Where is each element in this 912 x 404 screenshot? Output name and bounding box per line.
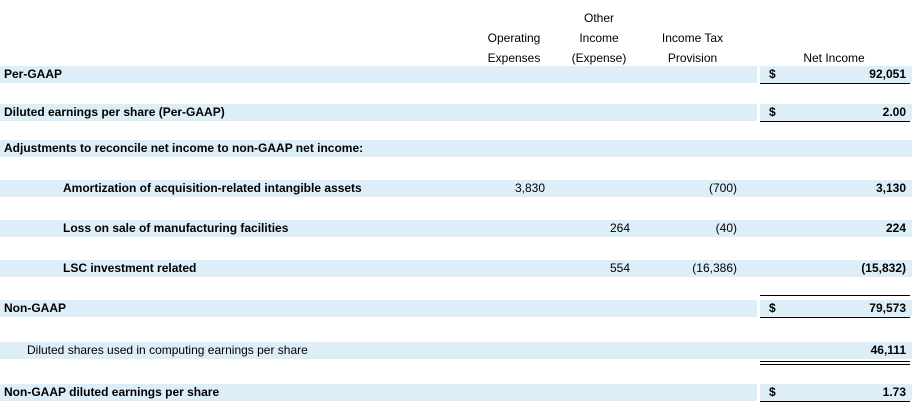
underline: [760, 401, 910, 402]
net-income-value: 92,051: [869, 67, 906, 81]
income-tax-value: (40): [715, 221, 737, 235]
row-diluted-shares: Diluted shares used in computing earning…: [0, 342, 912, 359]
underline: [760, 295, 910, 296]
row-adjustments: Adjustments to reconcile net income to n…: [0, 140, 912, 157]
row-loss-on-sale: Loss on sale of manufacturing facilities…: [0, 220, 912, 237]
row-lsc-investment: LSC investment related 554 (16,386) (15,…: [0, 260, 912, 277]
row-label: Diluted earnings per share (Per-GAAP): [4, 105, 225, 119]
underline: [760, 121, 910, 122]
underline: [760, 83, 910, 84]
net-income-value: 3,130: [875, 181, 906, 195]
other-income-value: 554: [609, 261, 630, 275]
income-tax-value: (700): [708, 181, 737, 195]
header-other-income-line1: Other: [583, 11, 614, 25]
currency-symbol: $: [769, 385, 776, 399]
header-income-tax-line2: Provision: [667, 51, 718, 65]
header-operating-expenses-line1: Operating: [487, 31, 541, 45]
row-diluted-eps-gaap: Diluted earnings per share (Per-GAAP) $ …: [0, 104, 912, 121]
header-other-income: Other Income (Expense): [567, 8, 631, 68]
row-non-gaap-eps: Non-GAAP diluted earnings per share $ 1.…: [0, 384, 912, 401]
net-income-value: 2.00: [882, 105, 906, 119]
header-income-tax-line1: Income Tax: [661, 31, 724, 45]
net-income-value: 224: [885, 221, 906, 235]
header-net-income: Net Income: [760, 48, 908, 68]
other-income-value: 264: [609, 221, 630, 235]
operating-expenses-value: 3,830: [514, 181, 545, 195]
row-per-gaap: Per-GAAP $ 92,051: [0, 66, 912, 83]
header-operating-expenses: Operating Expenses: [483, 28, 545, 68]
net-income-value: 46,111: [870, 343, 906, 357]
currency-symbol: $: [769, 105, 776, 119]
row-non-gaap: Non-GAAP $ 79,573: [0, 300, 912, 317]
row-label: Non-GAAP: [4, 301, 66, 315]
header-income-tax: Income Tax Provision: [649, 28, 736, 68]
row-label: LSC investment related: [63, 261, 197, 275]
row-label: Non-GAAP diluted earnings per share: [4, 385, 220, 399]
underline: [760, 317, 910, 318]
income-tax-value: (16,386): [692, 261, 737, 275]
row-label: Per-GAAP: [4, 67, 63, 81]
row-amortization: Amortization of acquisition-related inta…: [0, 180, 912, 197]
header-operating-expenses-line2: Expenses: [487, 51, 541, 65]
row-label: Amortization of acquisition-related inta…: [63, 181, 362, 195]
row-label: Adjustments to reconcile net income to n…: [4, 141, 364, 155]
currency-symbol: $: [769, 301, 776, 315]
net-income-value: (15,832): [861, 261, 906, 275]
row-label: Diluted shares used in computing earning…: [27, 343, 308, 357]
header-other-income-line2: Income: [579, 31, 619, 45]
net-income-value: 79,573: [869, 301, 906, 315]
double-underline-bottom: [760, 364, 910, 365]
currency-symbol: $: [769, 67, 776, 81]
net-income-value: 1.73: [882, 385, 906, 399]
header-net-income-line1: Net Income: [803, 51, 865, 65]
header-other-income-line3: (Expense): [571, 51, 627, 65]
double-underline-top: [760, 361, 910, 362]
row-label: Loss on sale of manufacturing facilities: [63, 221, 289, 235]
